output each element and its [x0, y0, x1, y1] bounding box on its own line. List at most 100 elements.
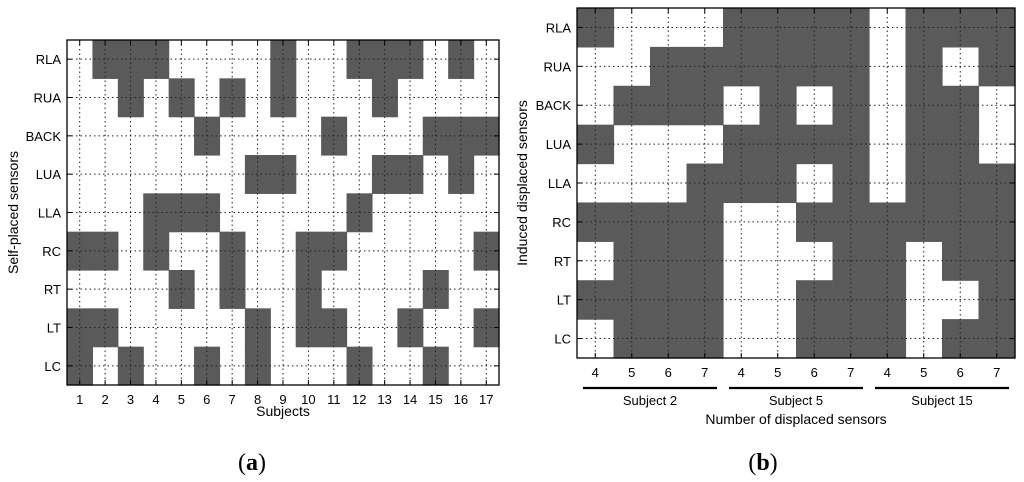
panel-a-y-axis-label: Self-placed sensors — [5, 151, 21, 274]
panel-a-x-tick-label: 4 — [152, 392, 159, 407]
panel-a-cell-r8-c10 — [295, 308, 322, 348]
panel-a-x-tick-label: 12 — [352, 392, 366, 407]
panel-b-x-tick-label: 7 — [847, 365, 854, 380]
panel-a-y-tick-label: LC — [44, 359, 61, 374]
panel-a-cell-r5-c4 — [143, 193, 170, 233]
panel-a-y-tick-label: RC — [42, 244, 61, 259]
panel-a-x-tick-label: 17 — [479, 392, 493, 407]
panel-a-cell-r6-c7 — [219, 231, 246, 271]
panel-a-cell-r9-c15 — [422, 346, 449, 386]
panel-a-cell-r6-c11 — [321, 231, 348, 271]
panel-b-x-axis-label: Number of displaced sensors — [705, 411, 886, 427]
panel-a-cell-r3-c15 — [422, 116, 449, 156]
panel-a-x-tick-label: 9 — [279, 392, 286, 407]
panel-b: 4 5 6 7 4 5 6 7 4 5 6 7 RLA RUA BACK LUA LLA RC RT LT LC Subj… — [514, 7, 1016, 476]
panel-b-y-tick-label: LLA — [548, 176, 571, 191]
panel-a-cell-r8-c8 — [244, 308, 271, 348]
panel-b-cell-r9-c7 — [796, 319, 834, 359]
panel-b-x-tick-label: 7 — [993, 365, 1000, 380]
panel-a-x-tick-label: 5 — [178, 392, 185, 407]
panel-b-cell-r3-c6 — [759, 85, 797, 126]
panel-a-x-tick-label: 2 — [102, 392, 109, 407]
panel-b-y-tick-label: LUA — [546, 137, 572, 152]
panel-b-y-tick-label: RC — [552, 215, 571, 230]
panel-a-y-tick-label: BACK — [26, 129, 62, 144]
panel-b-group-label: Subject 5 — [769, 393, 823, 408]
panel-a-label: (a) — [238, 450, 266, 476]
panel-a-x-tick-label: 8 — [254, 392, 261, 407]
panel-b-x-tick-label: 5 — [774, 365, 781, 380]
panel-a-cell-r7-c15 — [422, 270, 449, 309]
panel-b-x-tick-label: 5 — [920, 365, 927, 380]
panel-a-label-close-paren: ) — [258, 450, 266, 476]
panel-a-x-tick-label: 14 — [403, 392, 417, 407]
panel-a-cell-r8-c11 — [321, 308, 348, 348]
panel-b-cell-r3-c4 — [686, 85, 724, 126]
panel-a-label-letter: a — [246, 450, 258, 476]
panel-a: 1 2 3 4 5 6 7 8 9 10 11 12 13 14 15 16 17RLARUABACKLUALL… — [5, 39, 500, 476]
panel-b-cell-r8-c4 — [686, 280, 724, 320]
panel-a-cell-r7-c7 — [219, 270, 246, 309]
panel-a-cell-r6-c4 — [143, 231, 170, 271]
panel-b-x-tick-label: 4 — [738, 365, 745, 380]
panel-b-x-tick-label: 4 — [884, 365, 891, 380]
panel-a-x-tick-label: 3 — [127, 392, 134, 407]
panel-a-x-axis-label: Subjects — [256, 403, 310, 419]
panel-a-cell-r2-c13 — [371, 78, 398, 118]
panel-a-cell-r7-c10 — [295, 270, 322, 309]
panel-a-cell-r8-c2 — [92, 308, 119, 348]
panel-b-label: (b) — [748, 450, 777, 476]
panel-b-label-letter: b — [756, 450, 769, 476]
panel-a-y-tick-label: LT — [47, 321, 61, 336]
panel-a-cell-r5-c5 — [168, 193, 195, 233]
panel-b-y-axis-label: Induced displaced sensors — [514, 100, 530, 266]
panel-b-x-tick-label: 7 — [701, 365, 708, 380]
panel-b-group-label: Subject 2 — [623, 393, 677, 408]
panel-b-label-open-paren: ( — [748, 450, 756, 476]
panel-a-cell-r6-c2 — [92, 231, 119, 271]
panel-b-x-tick-label: 5 — [628, 365, 635, 380]
panel-a-y-tick-label: RLA — [36, 52, 62, 67]
panel-a-x-tick-label: 1 — [76, 392, 83, 407]
panel-a-cell-r2-c5 — [168, 78, 195, 118]
panel-b-cell-r6-c7 — [796, 202, 834, 242]
panel-b-x-tick-label: 6 — [811, 365, 818, 380]
panel-b-label-close-paren: ) — [770, 450, 778, 476]
panel-b-y-tick-label: RT — [554, 254, 571, 269]
panel-b-cell-r8-c7 — [796, 280, 834, 320]
panel-a-x-tick-label: 13 — [377, 392, 391, 407]
panel-a-cell-r4-c8 — [244, 155, 271, 194]
panel-a-cell-r3-c11 — [321, 116, 348, 156]
panel-b-cell-r6-c4 — [686, 202, 724, 242]
panel-a-x-tick-label: 6 — [203, 392, 210, 407]
panel-b-y-tick-label: LC — [554, 332, 571, 347]
panel-b-y-tick-label: BACK — [536, 98, 572, 113]
panel-a-cell-r9-c8 — [244, 346, 271, 386]
panel-b-y-tick-label: RLA — [546, 20, 572, 35]
panel-b-cell-r9-c4 — [686, 319, 724, 359]
panel-a-y-tick-label: LUA — [36, 167, 62, 182]
panel-b-x-tick-label: 6 — [957, 365, 964, 380]
panel-a-cell-r4-c13 — [371, 155, 398, 194]
panel-b-y-tick-label: RUA — [544, 59, 572, 74]
panel-a-y-tick-label: RUA — [34, 91, 62, 106]
panel-b-x-tick-label: 4 — [592, 365, 599, 380]
panel-a-cell-r6-c10 — [295, 231, 322, 271]
panel-a-y-tick-label: LLA — [38, 206, 61, 221]
panel-b-x-tick-label: 6 — [665, 365, 672, 380]
panel-a-cell-r3-c16 — [448, 116, 475, 156]
panel-a-x-tick-label: 15 — [428, 392, 442, 407]
panel-a-cell-r4-c16 — [448, 155, 475, 194]
panel-a-cell-r7-c5 — [168, 270, 195, 309]
panel-a-label-open-paren: ( — [238, 450, 246, 476]
panel-b-group-label: Subject 15 — [911, 393, 972, 408]
panel-a-x-tick-label: 16 — [454, 392, 468, 407]
panel-a-x-tick-label: 7 — [229, 392, 236, 407]
panel-a-y-tick-label: RT — [44, 282, 61, 297]
panel-a-x-tick-label: 11 — [327, 392, 341, 407]
panel-a-x-tick-label: 10 — [301, 392, 315, 407]
panel-a-cell-r2-c7 — [219, 78, 246, 118]
panel-b-y-tick-label: LT — [557, 293, 571, 308]
